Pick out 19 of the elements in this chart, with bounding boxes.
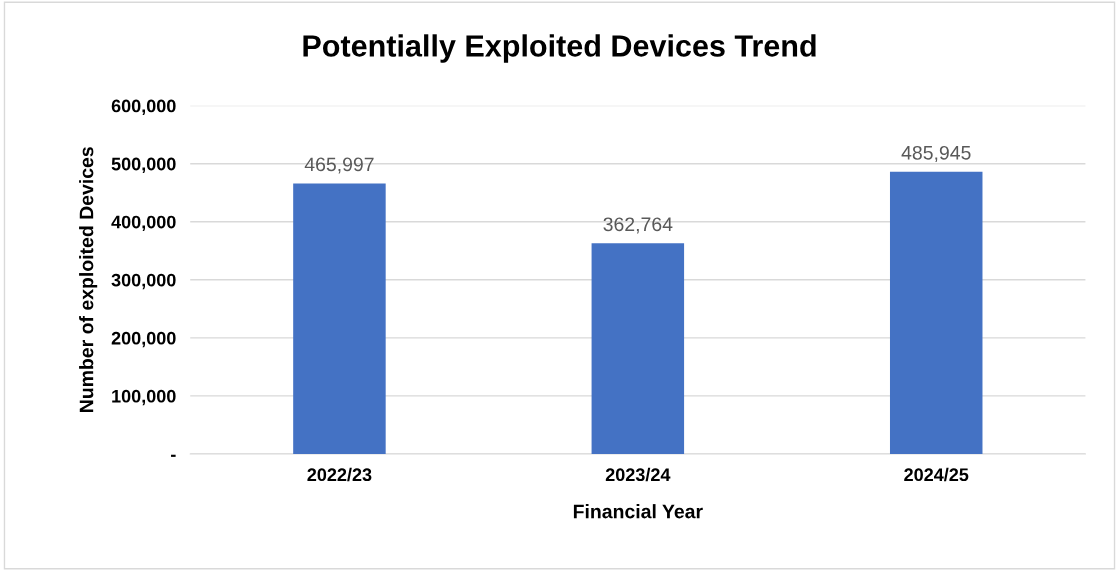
y-axis-title: Number of exploited Devices xyxy=(79,147,98,412)
x-tick-label: 2022/23 xyxy=(307,467,372,482)
x-tick-label: 2023/24 xyxy=(605,467,671,482)
x-axis-title: Financial Year xyxy=(573,504,703,519)
bar xyxy=(889,171,983,454)
data-label: 362,764 xyxy=(603,217,673,234)
y-tick-label: 500,000 xyxy=(111,157,176,174)
bar xyxy=(591,243,685,454)
y-tick-label: 200,000 xyxy=(111,331,176,348)
y-tick-label: 300,000 xyxy=(111,273,176,290)
y-tick-label: 100,000 xyxy=(112,389,176,406)
data-label: 465,997 xyxy=(304,157,374,174)
y-tick-label: 400,000 xyxy=(111,215,176,232)
y-tick-label: - xyxy=(171,454,176,457)
chart-title: Potentially Exploited Devices Trend xyxy=(303,34,816,63)
bar xyxy=(293,183,386,454)
x-tick-label: 2024/25 xyxy=(904,467,969,482)
y-tick-label: 600,000 xyxy=(111,99,176,115)
data-label: 485,945 xyxy=(901,145,971,162)
